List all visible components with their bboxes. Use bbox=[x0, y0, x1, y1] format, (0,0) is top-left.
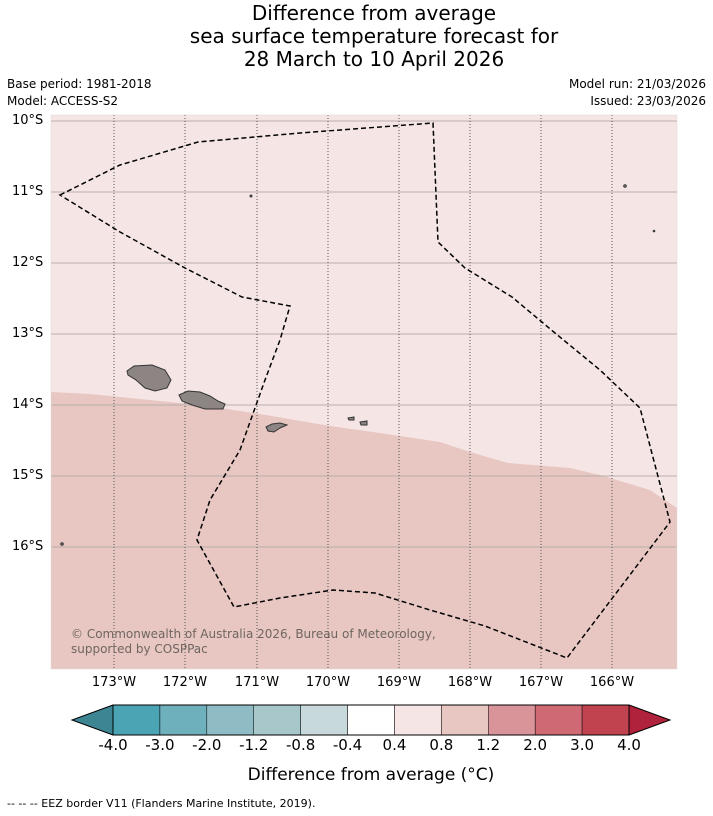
colorbar-tick-label: -3.0 bbox=[145, 736, 175, 754]
lat-label-12s: 12°S bbox=[12, 255, 44, 270]
colorbar-bin bbox=[394, 704, 442, 736]
colorbar-tick-label: 0.8 bbox=[429, 736, 454, 754]
colorbar bbox=[70, 704, 672, 736]
model-name: Model: ACCESS-S2 bbox=[7, 94, 119, 108]
lon-label-168w: 168°W bbox=[447, 675, 493, 690]
colorbar-bin bbox=[441, 704, 489, 736]
title-line-3: 28 March to 10 April 2026 bbox=[243, 47, 505, 71]
copyright-notice: © Commonwealth of Australia 2026, Bureau… bbox=[71, 627, 436, 656]
islet-4 bbox=[60, 542, 64, 546]
colorbar-bin bbox=[206, 704, 254, 736]
island-manua-1 bbox=[347, 416, 355, 421]
base-period: Base period: 1981-2018 bbox=[7, 77, 152, 91]
islet-1 bbox=[249, 194, 253, 198]
colorbar-tick-label: 2.0 bbox=[523, 736, 548, 754]
ocean-anomaly-south bbox=[51, 392, 677, 669]
lon-label-166w: 166°W bbox=[589, 675, 635, 690]
lat-label-15s: 15°S bbox=[12, 468, 44, 483]
title-line-1: Difference from average bbox=[251, 1, 497, 25]
colorbar-bin bbox=[581, 704, 630, 736]
model-run: Model run: 21/03/2026 bbox=[568, 77, 706, 91]
lon-label-167w: 167°W bbox=[518, 675, 564, 690]
islet-3 bbox=[652, 229, 656, 233]
islet-2 bbox=[623, 184, 627, 188]
map-frame bbox=[50, 114, 678, 670]
colorbar-bin bbox=[534, 704, 583, 736]
lat-label-10s: 10°S bbox=[12, 113, 44, 128]
island-savaii bbox=[126, 364, 172, 392]
colorbar-tick-label: -0.8 bbox=[285, 736, 316, 754]
colorbar-tick-label: 3.0 bbox=[570, 736, 595, 754]
colorbar-label: Difference from average (°C) bbox=[247, 765, 495, 785]
colorbar-tick-label: 0.4 bbox=[382, 736, 407, 754]
lon-label-171w: 171°W bbox=[234, 675, 280, 690]
lon-label-172w: 172°W bbox=[162, 675, 208, 690]
colorbar-tick-label: -2.0 bbox=[192, 736, 222, 754]
colorbar-tick-label: 4.0 bbox=[617, 736, 641, 754]
lat-label-11s: 11°S bbox=[12, 184, 44, 199]
lon-label-173w: 173°W bbox=[91, 675, 137, 690]
issued-date: Issued: 23/03/2026 bbox=[590, 94, 706, 108]
colorbar-over-triangle bbox=[629, 705, 670, 735]
colorbar-bin bbox=[112, 704, 161, 736]
lon-label-169w: 169°W bbox=[376, 675, 422, 690]
land-islands bbox=[60, 184, 656, 546]
lat-label-16s: 16°S bbox=[12, 539, 44, 554]
eez-border bbox=[58, 122, 671, 659]
eez-legend: -- -- -- EEZ border V11 (Flanders Marine… bbox=[7, 797, 316, 810]
colorbar-tick-label: -0.4 bbox=[332, 736, 363, 754]
island-manua-2 bbox=[359, 420, 368, 426]
colorbar-bin bbox=[253, 704, 301, 736]
latitude-gridlines bbox=[51, 120, 677, 548]
island-upolu bbox=[178, 390, 226, 410]
lon-label-170w: 170°W bbox=[305, 675, 351, 690]
colorbar-tick-label: 1.2 bbox=[476, 736, 501, 754]
lat-label-13s: 13°S bbox=[12, 326, 44, 341]
colorbar-under-triangle bbox=[72, 705, 113, 735]
island-tutuila bbox=[265, 422, 289, 433]
title-line-2: sea surface temperature forecast for bbox=[189, 24, 559, 48]
colorbar-bin bbox=[159, 704, 208, 736]
colorbar-frame bbox=[112, 704, 630, 736]
colorbar-tick-label: -4.0 bbox=[98, 736, 128, 754]
lat-label-14s: 14°S bbox=[12, 397, 44, 412]
colorbar-bin bbox=[347, 704, 395, 736]
colorbar-tick-label: -1.2 bbox=[239, 736, 269, 754]
colorbar-bin bbox=[300, 704, 348, 736]
colorbar-bin bbox=[488, 704, 536, 736]
